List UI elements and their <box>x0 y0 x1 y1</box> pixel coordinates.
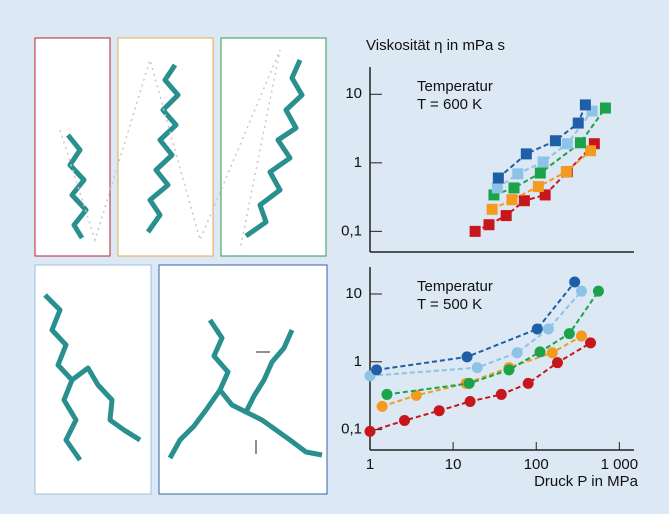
x-tick-label: 10 <box>445 456 462 473</box>
data-point <box>535 168 546 179</box>
data-point <box>552 357 563 368</box>
panel <box>221 38 326 256</box>
data-point <box>585 145 596 156</box>
data-point <box>472 362 483 373</box>
data-point <box>483 219 494 230</box>
data-point <box>399 415 410 426</box>
x-tick-label: 100 <box>524 456 549 473</box>
x-axis-label: Druck P in MPa <box>534 473 639 490</box>
data-point <box>562 138 573 149</box>
y-tick-label: 10 <box>345 85 362 102</box>
panel <box>159 265 327 494</box>
y-tick-label: 1 <box>354 154 362 171</box>
data-point <box>564 328 575 339</box>
data-point <box>593 286 604 297</box>
x-tick-label: 1 000 <box>601 456 639 473</box>
y-tick-label: 10 <box>345 285 362 302</box>
data-point <box>521 148 532 159</box>
data-point <box>465 396 476 407</box>
data-point <box>487 204 498 215</box>
data-point <box>462 351 473 362</box>
data-point <box>508 182 519 193</box>
data-point <box>365 426 376 437</box>
y-tick-label: 1 <box>354 353 362 370</box>
data-point <box>371 364 382 375</box>
data-point <box>381 389 392 400</box>
annotation: T = 500 K <box>417 296 482 313</box>
annotation: Temperatur <box>417 278 493 295</box>
data-point <box>470 226 481 237</box>
data-point <box>512 168 523 179</box>
data-point <box>377 401 388 412</box>
figure: Viskosität η in mPa s Druck P in MPa 0,1… <box>0 0 669 514</box>
data-point <box>512 347 523 358</box>
data-point <box>561 166 572 177</box>
molecule-panels <box>35 38 327 494</box>
data-point <box>538 156 549 167</box>
data-point <box>501 210 512 221</box>
data-point <box>503 364 514 375</box>
annotation: Temperatur <box>417 78 493 95</box>
data-point <box>523 378 534 389</box>
data-point <box>493 173 504 184</box>
data-point <box>532 323 543 334</box>
data-point <box>576 331 587 342</box>
y-tick-label: 0,1 <box>341 421 362 438</box>
data-point <box>550 135 561 146</box>
data-point <box>585 337 596 348</box>
x-tick-label: 1 <box>366 456 374 473</box>
data-point <box>496 389 507 400</box>
data-point <box>464 378 475 389</box>
data-point <box>519 195 530 206</box>
data-point <box>547 347 558 358</box>
data-point <box>569 277 580 288</box>
y-tick-label: 0,1 <box>341 222 362 239</box>
data-point <box>580 99 591 110</box>
annotation: T = 600 K <box>417 96 482 113</box>
data-point <box>533 181 544 192</box>
data-point <box>492 182 503 193</box>
data-point <box>535 346 546 357</box>
data-point <box>543 323 554 334</box>
data-point <box>434 405 445 416</box>
data-point <box>576 286 587 297</box>
data-point <box>575 137 586 148</box>
data-point <box>506 194 517 205</box>
data-point <box>573 118 584 129</box>
y-axis-label: Viskosität η in mPa s <box>366 37 505 54</box>
data-point <box>600 103 611 114</box>
